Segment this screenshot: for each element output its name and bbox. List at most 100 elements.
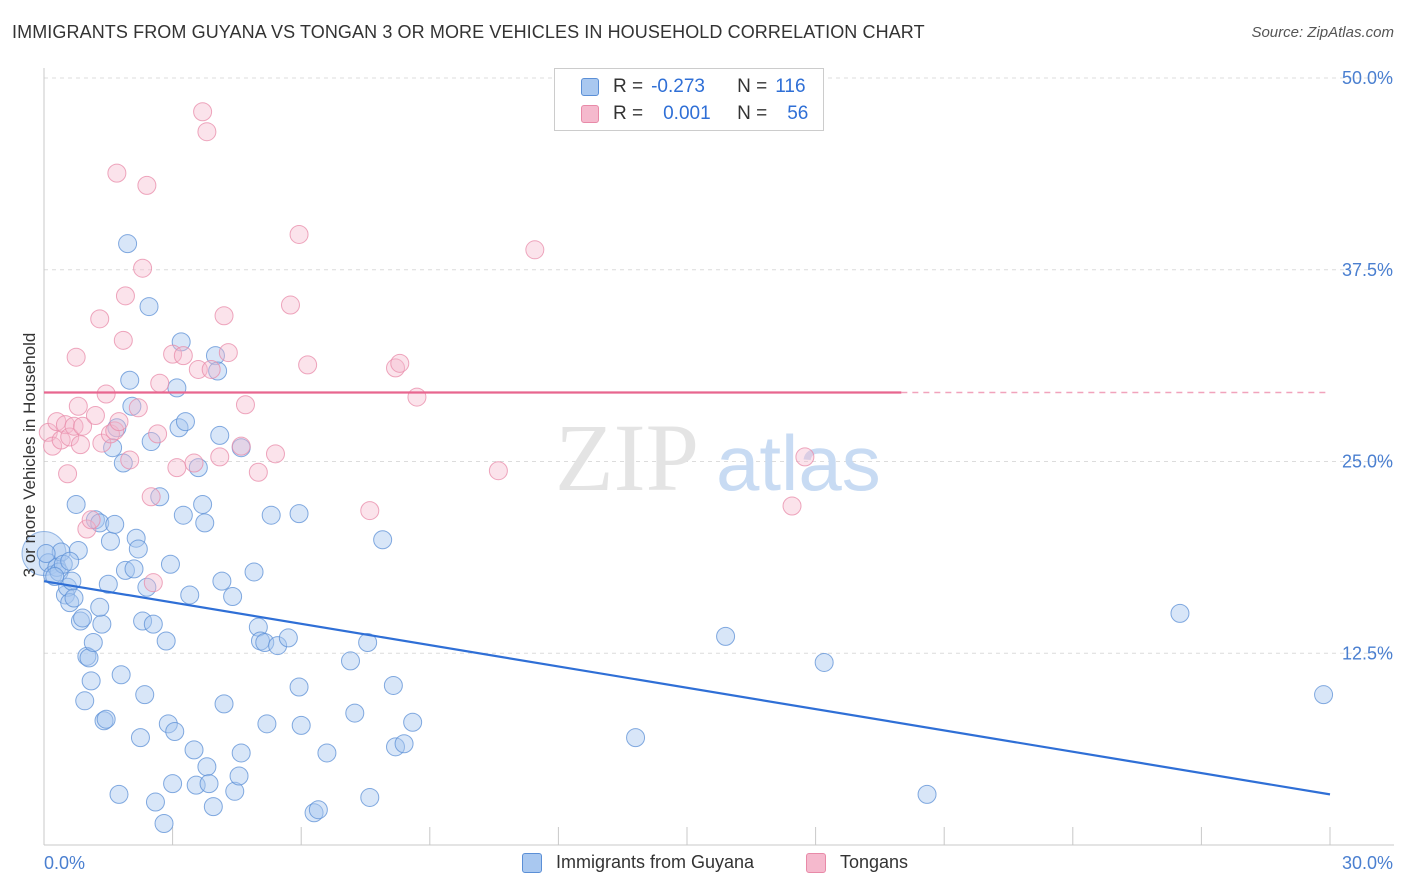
trend-lines bbox=[43, 391, 1331, 796]
data-point bbox=[150, 373, 170, 393]
data-point bbox=[135, 685, 155, 705]
data-point bbox=[197, 757, 217, 777]
data-point bbox=[203, 797, 223, 817]
legend-item-guyana[interactable]: Immigrants from Guyana bbox=[522, 852, 754, 873]
data-point bbox=[917, 784, 937, 804]
legend-n-value: 56 bbox=[787, 103, 809, 124]
data-point bbox=[175, 412, 195, 432]
data-point bbox=[98, 574, 118, 594]
data-point bbox=[525, 240, 545, 260]
data-point bbox=[109, 784, 129, 804]
data-point bbox=[184, 740, 204, 760]
data-point bbox=[201, 359, 221, 379]
data-point bbox=[360, 501, 380, 521]
x-tick-label: 0.0% bbox=[44, 853, 85, 873]
data-point bbox=[184, 453, 204, 473]
data-point bbox=[360, 787, 380, 807]
data-point bbox=[156, 631, 176, 651]
legend-n-value: 116 bbox=[775, 76, 806, 97]
data-point bbox=[289, 677, 309, 697]
data-point bbox=[298, 355, 318, 375]
data-point bbox=[77, 519, 97, 539]
data-point bbox=[143, 614, 163, 634]
data-point bbox=[113, 330, 133, 350]
data-point bbox=[278, 628, 298, 648]
data-point bbox=[160, 554, 180, 574]
legend-r-label: R = bbox=[613, 76, 644, 97]
data-point bbox=[814, 652, 834, 672]
data-point bbox=[118, 234, 138, 254]
data-point bbox=[167, 458, 187, 478]
data-point bbox=[255, 633, 275, 653]
data-point bbox=[373, 530, 393, 550]
data-point bbox=[141, 432, 161, 452]
data-point bbox=[210, 425, 230, 445]
data-point bbox=[107, 163, 127, 183]
data-point bbox=[231, 436, 251, 456]
data-point bbox=[66, 494, 86, 514]
data-point bbox=[81, 671, 101, 691]
data-point bbox=[208, 361, 228, 381]
data-point bbox=[1314, 685, 1334, 705]
data-point bbox=[64, 588, 84, 608]
source-label: Source: ZipAtlas.com bbox=[1251, 24, 1394, 41]
data-point bbox=[488, 461, 508, 481]
trend-line-guyana bbox=[43, 580, 1331, 796]
legend-r-label: R = bbox=[613, 103, 644, 124]
data-point bbox=[195, 513, 215, 533]
data-point bbox=[229, 766, 249, 786]
legend-r-value: -0.273 bbox=[651, 76, 705, 97]
data-point bbox=[145, 792, 165, 812]
data-point bbox=[210, 447, 230, 467]
legend-label-guyana: Immigrants from Guyana bbox=[556, 852, 755, 872]
legend-item-tongans[interactable]: Tongans bbox=[806, 852, 908, 873]
data-point bbox=[96, 384, 116, 404]
data-point bbox=[96, 709, 116, 729]
data-point bbox=[105, 421, 125, 441]
data-point bbox=[782, 496, 802, 516]
data-point bbox=[36, 544, 56, 564]
data-point bbox=[109, 412, 129, 432]
y-axis-label: 3 or more Vehicles in Household bbox=[20, 333, 39, 578]
data-point bbox=[193, 494, 213, 514]
data-point bbox=[317, 743, 337, 763]
y-tick-label: 12.5% bbox=[1342, 643, 1393, 663]
data-point bbox=[143, 573, 163, 593]
series-tongans-points bbox=[38, 102, 815, 593]
data-point bbox=[83, 633, 103, 653]
data-point bbox=[90, 309, 110, 329]
data-point bbox=[225, 781, 245, 801]
data-point bbox=[90, 597, 110, 617]
y-tick-label: 37.5% bbox=[1342, 260, 1393, 280]
data-point bbox=[214, 306, 234, 326]
data-point bbox=[133, 258, 153, 278]
axes bbox=[43, 68, 1394, 846]
legend-swatch-blue bbox=[581, 78, 599, 96]
data-point bbox=[66, 347, 86, 367]
data-point bbox=[407, 387, 427, 407]
data-point bbox=[289, 224, 309, 244]
data-point bbox=[231, 743, 251, 763]
data-point bbox=[154, 814, 174, 834]
data-point bbox=[268, 636, 288, 656]
data-point bbox=[148, 424, 168, 444]
data-point bbox=[193, 102, 213, 122]
legend-r-value: 0.001 bbox=[663, 103, 711, 124]
data-point bbox=[291, 715, 311, 735]
data-point bbox=[244, 562, 264, 582]
data-point bbox=[167, 378, 187, 398]
series-legend: Immigrants from Guyana Tongans bbox=[0, 852, 1406, 878]
legend-swatch-blue bbox=[522, 852, 542, 873]
data-point bbox=[280, 295, 300, 315]
data-point bbox=[60, 551, 80, 571]
data-point bbox=[626, 728, 646, 748]
data-point bbox=[265, 444, 285, 464]
data-point bbox=[75, 691, 95, 711]
x-tick-label: 30.0% bbox=[1342, 853, 1393, 873]
data-point bbox=[716, 626, 736, 646]
data-point bbox=[111, 665, 131, 685]
data-point bbox=[105, 514, 125, 534]
data-point bbox=[137, 175, 157, 195]
data-point bbox=[795, 447, 815, 467]
